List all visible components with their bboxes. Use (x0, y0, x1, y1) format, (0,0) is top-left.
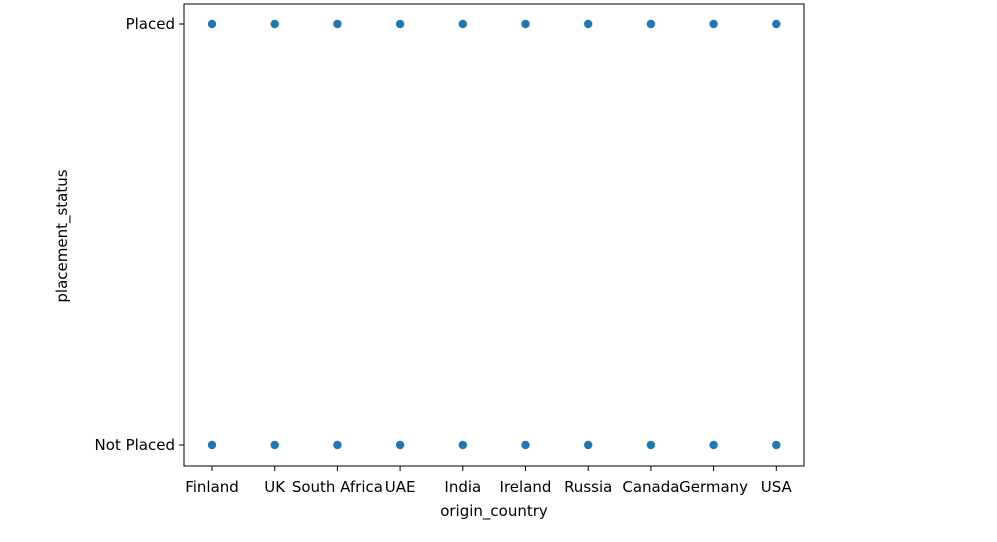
data-points (206, 18, 782, 450)
x-tick-label: USA (761, 478, 793, 496)
plot-frame (183, 3, 805, 467)
data-point (771, 439, 782, 450)
data-point (269, 18, 280, 29)
x-tick-label: Ireland (500, 478, 552, 496)
data-point (645, 439, 656, 450)
data-point (520, 18, 531, 29)
x-axis-label: origin_country (440, 502, 548, 521)
data-point (395, 439, 406, 450)
data-point (395, 18, 406, 29)
data-point (771, 18, 782, 29)
data-point (206, 439, 217, 450)
data-point (583, 18, 594, 29)
data-point (708, 18, 719, 29)
y-axis-label: placement_status (53, 169, 72, 302)
x-axis-ticks: Finland UK South Africa UAE India Ireland Russ… (185, 466, 793, 496)
y-axis-ticks: Placed Not Placed (95, 15, 184, 454)
data-point (206, 18, 217, 29)
data-point (332, 439, 343, 450)
x-tick-label: Finland (185, 478, 239, 496)
data-point (583, 439, 594, 450)
y-tick-label: Not Placed (95, 436, 175, 454)
x-tick-label: India (444, 478, 481, 496)
data-point (520, 439, 531, 450)
x-tick-label: UAE (385, 478, 416, 496)
y-tick-label: Placed (126, 15, 175, 33)
data-point (645, 18, 656, 29)
x-tick-label: Germany (679, 478, 748, 496)
x-tick-label: UK (264, 478, 286, 496)
data-point (457, 18, 468, 29)
data-point (457, 439, 468, 450)
x-tick-label: Russia (564, 478, 612, 496)
x-tick-label: South Africa (292, 478, 383, 496)
data-point (708, 439, 719, 450)
data-point (269, 439, 280, 450)
data-point (332, 18, 343, 29)
x-tick-label: Canada (622, 478, 679, 496)
